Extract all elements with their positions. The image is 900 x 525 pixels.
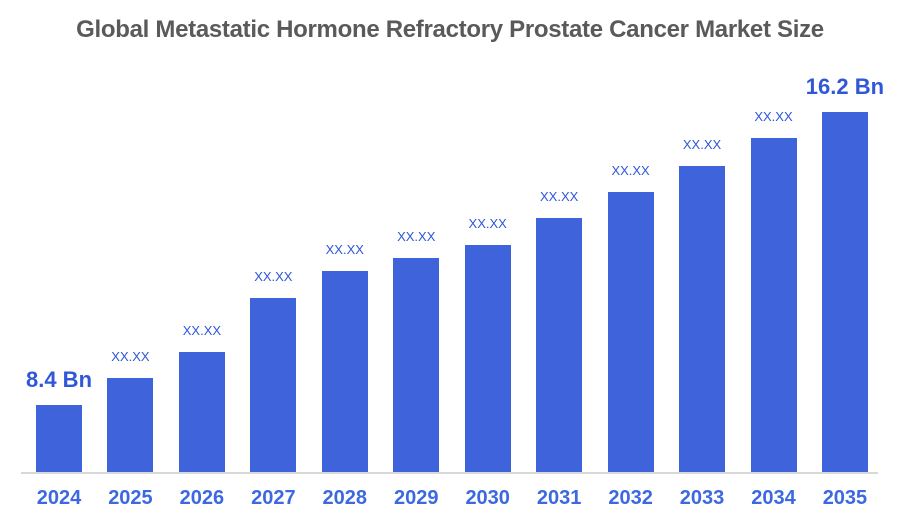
value-label-2035: 16.2 Bn <box>805 74 885 99</box>
year-label-2029: 2029 <box>394 487 439 509</box>
value-label-2025: XX.XX <box>111 349 150 364</box>
value-label-2034: XX.XX <box>754 109 793 124</box>
bar-2029 <box>393 258 440 472</box>
value-label-2024: 8.4 Bn <box>25 367 93 392</box>
value-label-2033: XX.XX <box>682 137 722 152</box>
year-label-2025: 2025 <box>108 487 153 509</box>
value-label-2028: XX.XX <box>325 242 364 257</box>
chart-title: Global Metastatic Hormone Refractory Pro… <box>76 16 824 43</box>
x-axis-line <box>21 472 878 474</box>
year-label-2027: 2027 <box>251 487 296 509</box>
bar-2033 <box>679 166 726 472</box>
year-label-2030: 2030 <box>465 487 510 509</box>
value-label-2030: XX.XX <box>468 216 507 231</box>
value-label-2031: XX.XX <box>539 189 579 204</box>
year-label-2033: 2033 <box>679 487 725 509</box>
bar-2026 <box>178 352 225 472</box>
bar-2027 <box>250 298 297 472</box>
year-label-2035: 2035 <box>822 487 868 509</box>
value-label-2026: XX.XX <box>182 323 222 338</box>
year-label-2028: 2028 <box>322 487 368 509</box>
bar-2031 <box>536 218 583 472</box>
year-label-2032: 2032 <box>608 487 653 509</box>
bar-2025 <box>107 378 154 472</box>
bar-2035 <box>821 112 868 472</box>
bar-2030 <box>464 245 511 472</box>
bar-2024 <box>36 405 82 472</box>
year-label-2034: 2034 <box>751 487 796 509</box>
year-label-2024: 2024 <box>36 487 82 509</box>
bar-2032 <box>607 192 654 472</box>
year-label-2026: 2026 <box>179 487 225 509</box>
year-label-2031: 2031 <box>536 487 582 509</box>
value-label-2029: XX.XX <box>397 229 436 244</box>
value-label-2027: XX.XX <box>254 269 293 284</box>
value-label-2032: XX.XX <box>611 163 650 178</box>
bar-2034 <box>750 138 797 472</box>
bar-2028 <box>321 271 368 472</box>
